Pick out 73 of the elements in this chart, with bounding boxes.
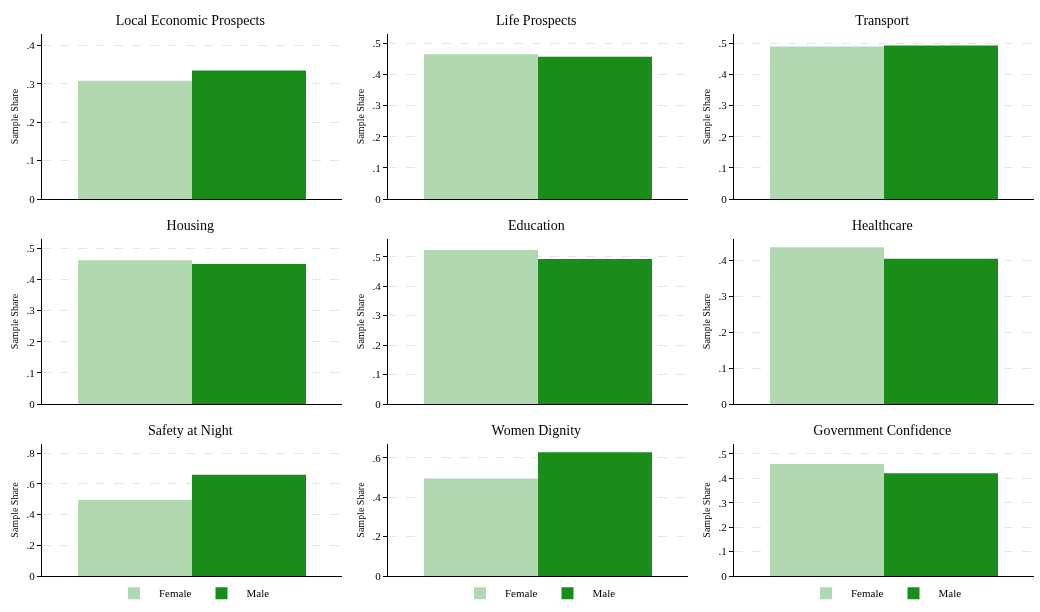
y-tick-label: .1 <box>718 361 727 374</box>
y-tick-label: .3 <box>718 99 728 112</box>
legend-label: Male <box>246 587 270 600</box>
y-tick-label: .5 <box>372 37 382 50</box>
y-tick-label: .4 <box>26 508 36 521</box>
chart-title: Women Dignity <box>491 422 582 438</box>
y-tick-label: .2 <box>372 338 381 351</box>
y-tick-label: .2 <box>372 530 381 543</box>
y-tick-label: .2 <box>26 116 35 129</box>
y-tick-label: .4 <box>372 279 382 292</box>
chart-title: Transport <box>855 12 910 28</box>
chart-title: Healthcare <box>851 217 913 233</box>
legend-label: Female <box>159 587 192 600</box>
y-tick-label: .4 <box>718 254 728 267</box>
y-tick-label: .2 <box>26 335 35 348</box>
chart-title: Government Confidence <box>813 422 952 438</box>
y-axis-title: Sample Share <box>700 293 712 350</box>
y-tick-label: 0 <box>721 397 728 410</box>
y-axis-title: Sample Share <box>8 481 20 538</box>
y-tick-label: .2 <box>26 539 35 552</box>
chart-title: Local Economic Prospects <box>115 12 265 28</box>
y-axis-title: Sample Share <box>8 293 20 350</box>
y-tick-label: .6 <box>26 477 36 490</box>
y-tick-label: .4 <box>718 472 728 485</box>
y-tick-label: .4 <box>372 491 382 504</box>
y-tick-label: .5 <box>718 37 728 50</box>
y-tick-label: .2 <box>372 130 381 143</box>
y-tick-label: 0 <box>375 397 382 410</box>
y-tick-label: 0 <box>29 192 36 205</box>
y-tick-label: .6 <box>372 451 382 464</box>
y-tick-label: .8 <box>26 447 36 460</box>
legend-label: Male <box>938 587 962 600</box>
y-axis-title: Sample Share <box>700 481 712 538</box>
y-tick-label: 0 <box>721 569 728 582</box>
y-tick-label: .5 <box>372 250 382 263</box>
y-tick-label: .2 <box>718 326 727 339</box>
y-tick-label: .1 <box>372 161 381 174</box>
y-tick-label: .3 <box>26 77 36 90</box>
y-tick-label: .4 <box>26 39 36 52</box>
y-tick-label: .3 <box>718 496 728 509</box>
y-tick-label: 0 <box>375 192 382 205</box>
y-tick-label: 0 <box>721 192 728 205</box>
y-tick-label: .1 <box>718 545 727 558</box>
chart-title: Housing <box>166 217 215 233</box>
y-tick-label: .1 <box>718 161 727 174</box>
y-tick-label: .3 <box>26 304 36 317</box>
y-tick-label: .5 <box>26 242 36 255</box>
legend-label: Female <box>505 587 538 600</box>
y-tick-label: .1 <box>26 366 35 379</box>
y-axis-title: Sample Share <box>354 293 366 350</box>
legend-label: Female <box>851 587 884 600</box>
legend-label: Male <box>592 587 616 600</box>
y-tick-label: .4 <box>26 273 36 286</box>
y-axis-title: Sample Share <box>354 481 366 538</box>
y-tick-label: .4 <box>718 68 728 81</box>
chart-title: Education <box>507 217 565 233</box>
y-tick-label: .1 <box>372 368 381 381</box>
y-tick-label: .5 <box>718 447 728 460</box>
y-tick-label: .3 <box>372 309 382 322</box>
y-tick-label: 0 <box>29 397 36 410</box>
y-tick-label: .2 <box>718 130 727 143</box>
y-axis-title: Sample Share <box>354 88 366 145</box>
chart-title: Life Prospects <box>496 12 577 28</box>
y-tick-label: 0 <box>375 569 382 582</box>
y-tick-label: .2 <box>718 520 727 533</box>
y-tick-label: .3 <box>718 290 728 303</box>
y-axis-title: Sample Share <box>700 88 712 145</box>
y-axis-title: Sample Share <box>8 88 20 145</box>
chart-title: Safety at Night <box>147 422 233 438</box>
y-tick-label: .3 <box>372 99 382 112</box>
y-tick-label: .4 <box>372 68 382 81</box>
y-tick-label: .1 <box>26 154 35 167</box>
y-tick-label: 0 <box>29 569 36 582</box>
